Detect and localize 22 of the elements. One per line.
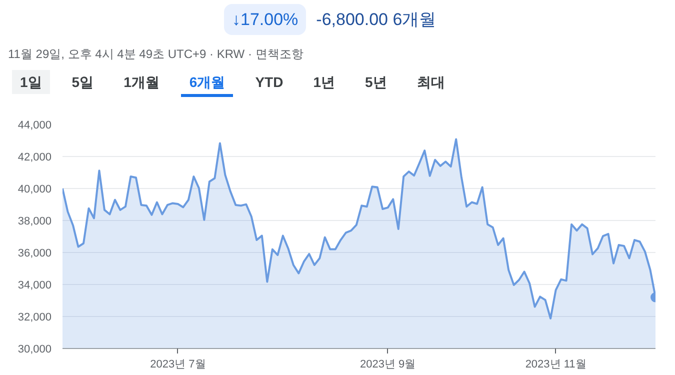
text: 최대 [416,73,446,92]
text: 1일 [12,70,50,94]
y-tick-label: 34,000 [18,280,52,292]
text: YTD [254,73,284,92]
text: 1년 [312,73,336,92]
x-tick-label: 2023년 7월 [150,358,206,370]
text: 1개월 [122,73,160,92]
y-tick-label: 36,000 [18,248,52,260]
y-tick-label: 42,000 [18,152,52,164]
text: 5년 [364,73,388,92]
y-tick-label: 44,000 [18,120,52,132]
chart-title: ↓17.00% [224,4,306,35]
text: 11월 29일, 오후 4시 4분 49초 UTC+9 · KRW · 면책조항 [8,46,304,63]
x-tick-label: 2023년 11월 [525,358,586,370]
y-tick-label: 40,000 [18,184,52,196]
y-tick-label: 32,000 [18,312,52,324]
chart-subtitle: -6,800.00 6개월 [316,10,436,29]
x-tick-label: 2023년 9월 [360,358,416,370]
y-tick-label: 38,000 [18,216,52,228]
y-tick-label: 30,000 [18,344,52,356]
text: 5일 [70,73,95,92]
text: 6개월 [181,70,234,97]
